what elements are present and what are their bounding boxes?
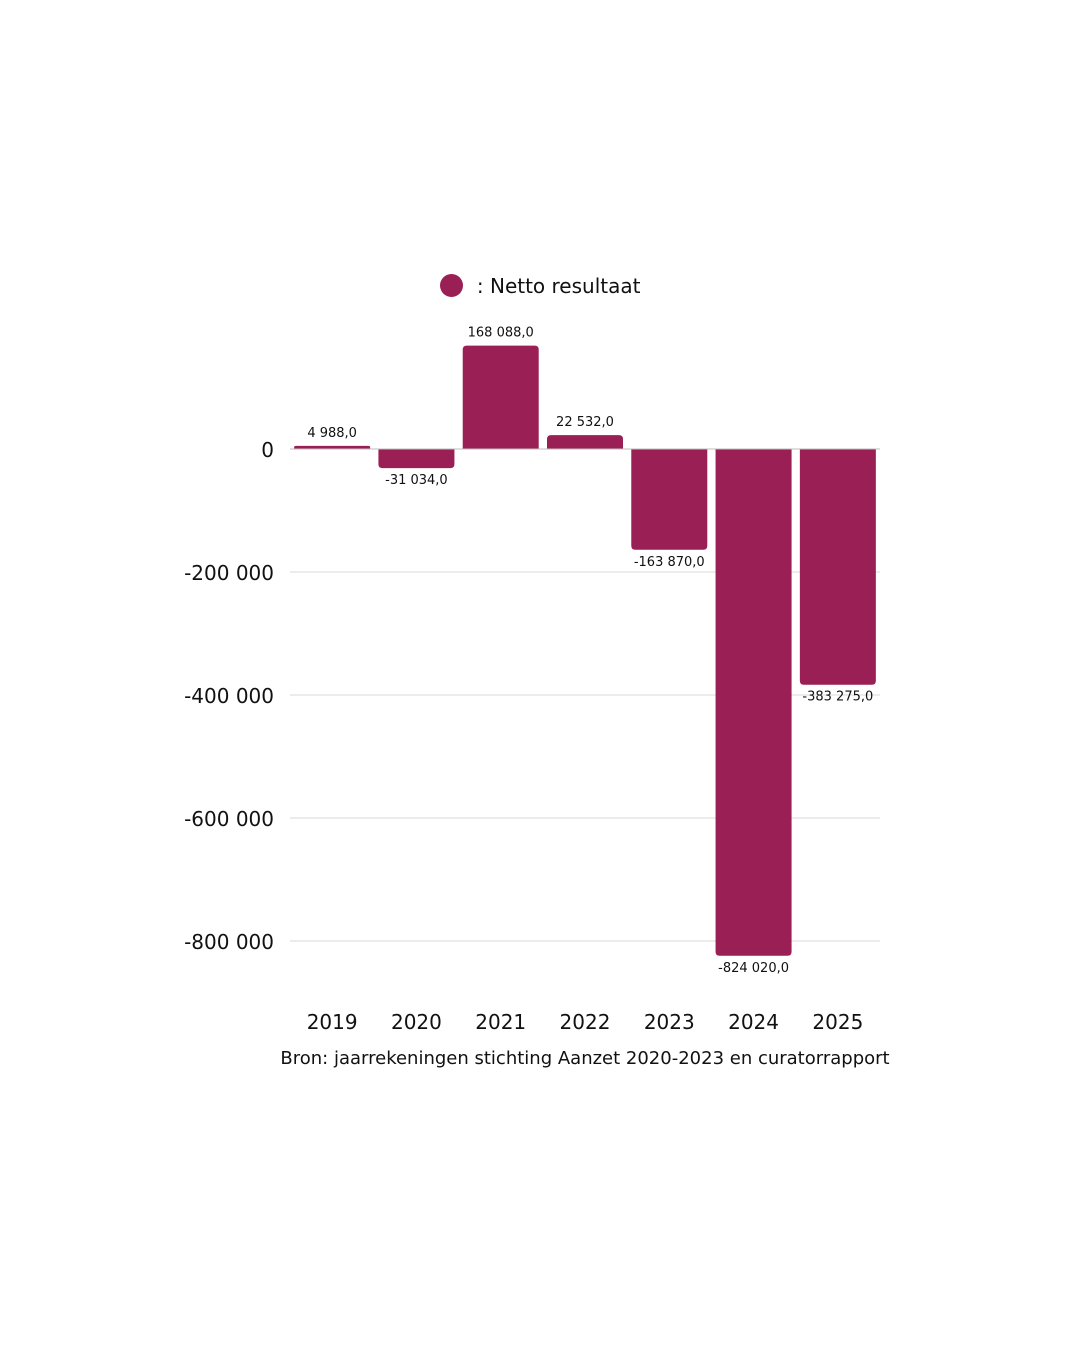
y-tick-label: -800 000 [184,930,274,954]
bar-2023 [631,449,708,550]
y-tick-label: -400 000 [184,684,274,708]
bar-2020 [378,449,455,469]
data-label-2024: -824 020,0 [718,961,789,976]
data-label-2019: 4 988,0 [307,426,357,441]
bar-2021 [462,345,539,449]
bar-2025 [799,449,876,685]
legend-marker [439,274,463,297]
data-label-2023: -163 870,0 [634,555,705,570]
x-tick-label-2019: 2019 [307,1010,358,1034]
x-tick-label-2022: 2022 [560,1010,611,1034]
bar-2024 [715,449,792,956]
data-label-2025: -383 275,0 [802,690,873,705]
data-label-2022: 22 532,0 [556,415,614,430]
data-label-2020: -31 034,0 [385,473,448,488]
data-label-2021: 168 088,0 [468,326,534,341]
bar-2022 [547,435,623,449]
y-tick-label: -200 000 [184,561,274,585]
y-tick-label: -600 000 [184,807,274,831]
x-tick-label-2024: 2024 [728,1010,779,1034]
chart-legend: : Netto resultaat [0,274,1080,298]
source-note: Bron: jaarrekeningen stichting Aanzet 20… [280,1048,890,1069]
bar-2019 [294,445,371,449]
x-tick-label-2023: 2023 [644,1010,695,1034]
legend-label: Netto resultaat [489,274,641,298]
legend-separator: : [476,274,484,298]
x-tick-label-2021: 2021 [475,1010,526,1034]
x-tick-label-2025: 2025 [812,1010,863,1034]
y-tick-label: 0 [261,438,274,462]
x-tick-label-2020: 2020 [391,1010,442,1034]
